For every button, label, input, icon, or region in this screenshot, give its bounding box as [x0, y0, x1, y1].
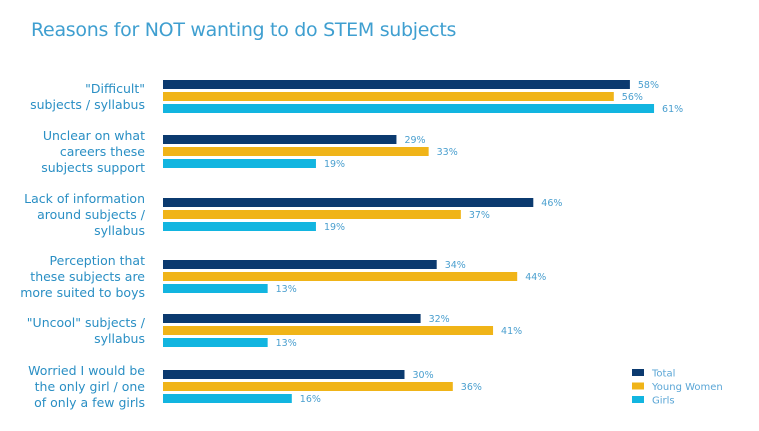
- bar-young-women: [163, 147, 429, 156]
- chart-title: Reasons for NOT wanting to do STEM subje…: [31, 19, 457, 41]
- bar-girls: [163, 104, 655, 113]
- legend-label: Total: [651, 369, 675, 380]
- bar-total: [163, 260, 437, 269]
- data-label: 13%: [276, 284, 297, 295]
- data-label: 19%: [324, 222, 345, 233]
- bar-total: [163, 370, 405, 379]
- bar-total: [163, 135, 397, 144]
- bar-young-women: [163, 210, 461, 219]
- category-label: the only girl / one: [35, 379, 146, 394]
- category-label: "Uncool" subjects /: [27, 315, 146, 330]
- data-label: 36%: [461, 382, 482, 393]
- category-label: around subjects /: [37, 207, 146, 222]
- category-label: careers these: [60, 144, 145, 159]
- bar-total: [163, 314, 421, 323]
- category-label: syllabus: [94, 223, 145, 238]
- data-label: 41%: [501, 326, 522, 337]
- bar-young-women: [163, 92, 614, 101]
- category-label: Lack of information: [24, 191, 145, 206]
- category-label: subjects / syllabus: [30, 97, 145, 112]
- data-label: 33%: [437, 147, 458, 158]
- data-label: 16%: [300, 394, 321, 405]
- legend-swatch: [632, 382, 644, 390]
- data-label: 37%: [469, 210, 490, 221]
- category-label: more suited to boys: [20, 285, 145, 300]
- category-label: syllabus: [94, 331, 145, 346]
- data-label: 19%: [324, 159, 345, 170]
- bar-total: [163, 198, 534, 207]
- category-label: of only a few girls: [34, 395, 145, 410]
- data-label: 56%: [622, 92, 643, 103]
- category-label: "Difficult": [85, 81, 145, 96]
- data-label: 32%: [429, 314, 450, 325]
- data-label: 44%: [525, 272, 546, 283]
- bar-girls: [163, 222, 316, 231]
- category-label: Worried I would be: [28, 363, 145, 378]
- legend-label: Girls: [652, 396, 675, 407]
- bar-young-women: [163, 326, 494, 335]
- data-label: 58%: [638, 80, 659, 91]
- bar-girls: [163, 338, 268, 347]
- legend-label: Young Women: [651, 382, 723, 393]
- category-label: these subjects are: [30, 269, 145, 284]
- bar-total: [163, 80, 630, 89]
- bar-girls: [163, 159, 316, 168]
- category-label: Unclear on what: [43, 128, 145, 143]
- legend-swatch: [632, 396, 644, 403]
- data-label: 46%: [541, 198, 562, 209]
- data-label: 29%: [404, 135, 425, 146]
- bar-girls: [163, 394, 292, 403]
- data-label: 13%: [276, 338, 297, 349]
- bar-young-women: [163, 382, 453, 391]
- data-label: 61%: [662, 104, 683, 115]
- category-label: subjects support: [41, 160, 145, 175]
- category-label: Perception that: [50, 253, 146, 268]
- bar-girls: [163, 284, 268, 293]
- data-label: 30%: [413, 370, 434, 381]
- data-label: 34%: [445, 260, 466, 271]
- legend-swatch: [632, 369, 644, 376]
- bar-young-women: [163, 272, 518, 281]
